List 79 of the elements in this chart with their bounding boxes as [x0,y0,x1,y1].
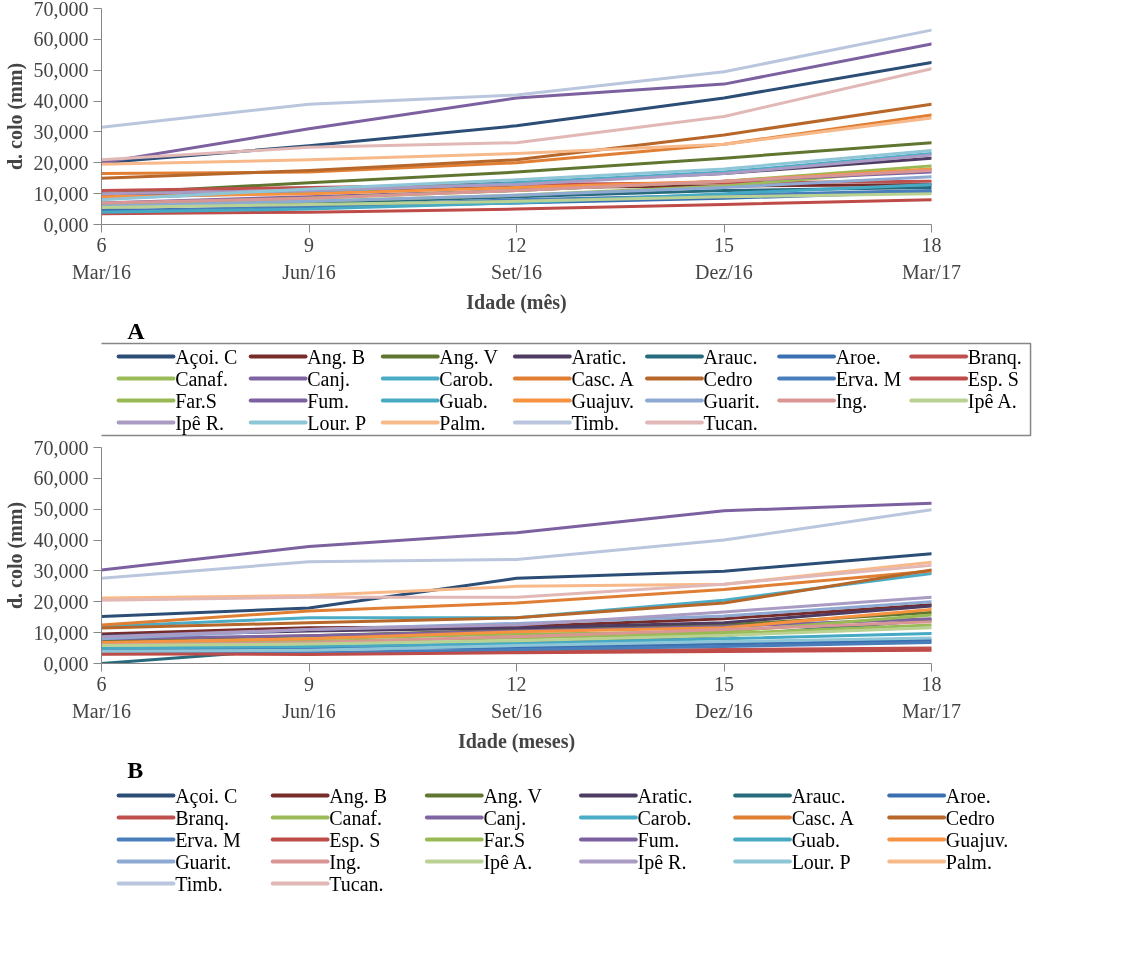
x2-tick-label: Jun/16 [282,260,336,283]
y-tick-label: 30,000 [33,120,89,143]
legend-label: Casc. A [571,367,635,390]
y-axis-title: d. colo (mm) [3,62,27,171]
legend-label: Ing. [835,389,868,413]
x2-tick-label: Mar/16 [72,260,131,283]
x2-tick-label: Mar/16 [72,699,131,722]
legend-label: Açoi. C [175,345,238,369]
legend-label: Erva. M [835,367,902,390]
legend-label: Far.S [175,389,217,412]
x-axis-title: Idade (meses) [457,729,576,753]
legend-label: Aroe. [945,784,991,807]
legend-label: Arauc. [791,784,846,807]
x-tick-label: 15 [714,233,734,256]
x-tick-label: 18 [921,672,942,695]
legend-label: Ang. B [329,784,388,808]
legend-label: Ang. V [483,784,543,808]
legend-label: Arauc. [703,345,758,368]
x-tick-label: 12 [506,233,527,256]
legend-label: Palm. [439,411,486,434]
y-tick-label: 50,000 [33,498,89,521]
x2-tick-label: Dez/16 [695,260,753,283]
y-tick-label: 60,000 [33,28,89,51]
y-tick-label: 70,000 [33,436,89,459]
legend-label: Lour. P [307,411,367,434]
legend-label: Guarit. [703,389,760,412]
x-tick-label: 6 [96,233,107,256]
legend-label: Ipê R. [175,411,225,435]
x2-tick-label: Mar/17 [902,699,961,722]
legend-label: Cedro [703,367,753,390]
legend-label: Casc. A [791,806,855,829]
legend-label: Fum. [637,828,680,851]
y-tick-label: 10,000 [33,621,89,644]
y-axis-title: d. colo (mm) [3,501,27,610]
y-tick-label: 10,000 [33,182,89,205]
x-tick-label: 6 [96,672,107,695]
legend-label: Aratic. [571,345,627,368]
y-tick-label: 30,000 [33,559,89,582]
legend-label: Tucan. [703,411,758,434]
legend-label: Ang. B [307,345,366,369]
x2-tick-label: Mar/17 [902,260,961,283]
text: B [127,756,144,783]
x-tick-label: 18 [921,233,942,256]
legend-label: Timb. [175,872,223,895]
legend-label: Branq. [967,345,1022,369]
x-tick-label: 15 [714,672,734,695]
legend-label: Guajuv. [571,389,635,413]
x2-tick-label: Set/16 [490,699,543,722]
legend-label: Aroe. [835,345,881,368]
legend-label: Guab. [791,828,840,851]
x2-tick-label: Set/16 [490,260,543,283]
y-tick-label: 40,000 [33,529,89,552]
x2-tick-label: Dez/16 [695,699,753,722]
x-tick-label: 12 [506,672,527,695]
y-tick-label: 0,000 [43,652,89,675]
y-tick-label: 70,000 [33,0,89,20]
legend-label: Carob. [637,806,692,829]
y-tick-label: 20,000 [33,590,89,613]
legend-label: Guab. [439,389,488,412]
legend-label: Esp. S [329,828,381,852]
legend-label: Aratic. [637,784,693,807]
y-tick-label: 60,000 [33,467,89,490]
legend-label: Ipê R. [637,850,687,874]
text: A [127,317,146,344]
y-tick-label: 20,000 [33,151,89,174]
y-tick-label: 50,000 [33,59,89,82]
legend-label: Ang. V [439,345,499,369]
y-tick-label: 40,000 [33,90,89,113]
legend-label: Ipê A. [483,850,533,874]
legend-label: Guarit. [175,850,232,873]
legend-label: Cedro [945,806,995,829]
x2-tick-label: Jun/16 [282,699,336,722]
y-tick-label: 0,000 [43,213,89,236]
legend-label: Guajuv. [945,828,1009,852]
x-axis-title: Idade (mês) [466,290,567,314]
x-tick-label: 9 [304,672,314,695]
legend-label: Açoi. C [175,784,238,808]
legend-label: Lour. P [791,850,851,873]
x-tick-label: 9 [304,233,314,256]
